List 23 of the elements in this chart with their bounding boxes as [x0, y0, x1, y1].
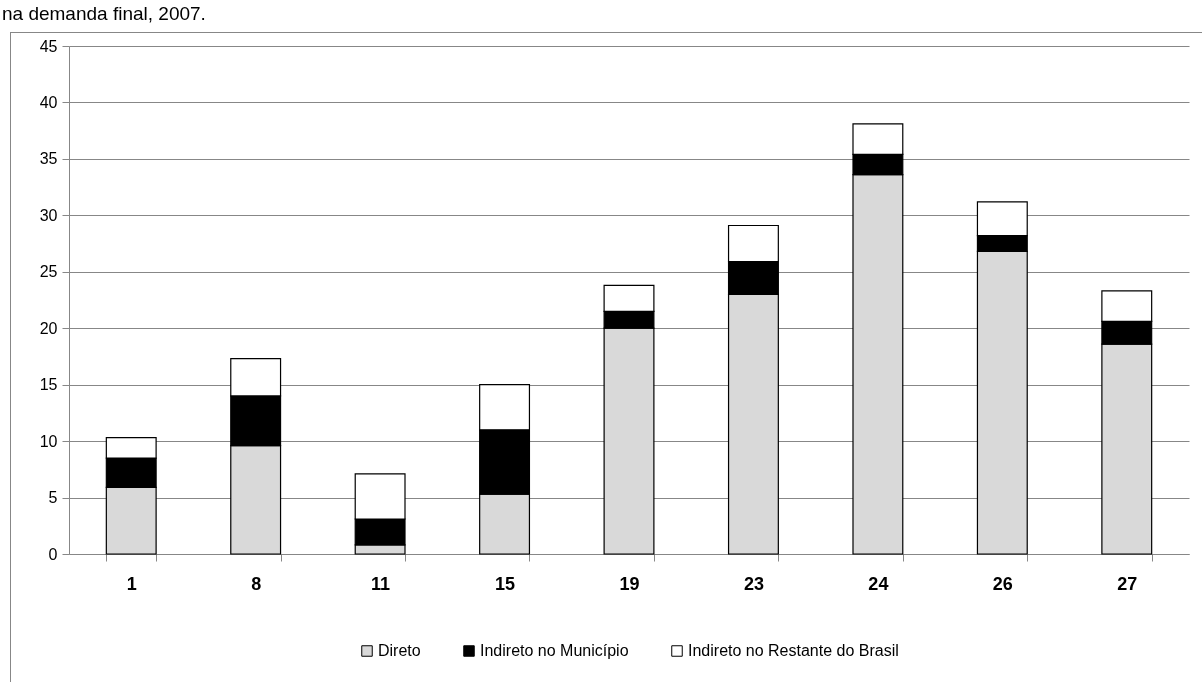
y-tick-label: 45: [39, 37, 58, 55]
x-tick-label: 1: [126, 573, 137, 594]
x-tick-label: 23: [743, 573, 764, 594]
legend-label: Indireto no Restante do Brasil: [688, 642, 899, 659]
y-tick-label: 35: [39, 150, 58, 168]
legend-label: Indireto no Município: [480, 642, 629, 659]
y-tick-label: 0: [48, 545, 58, 563]
y-tick-label: 30: [39, 206, 58, 224]
x-tick-label: 24: [868, 573, 889, 594]
x-tick-label: 27: [1117, 573, 1138, 594]
y-tick-label: 15: [39, 376, 58, 394]
x-tick-label: 11: [371, 573, 391, 594]
legend-label: Direto: [378, 642, 421, 659]
x-tick-label: 15: [495, 573, 516, 594]
y-tick-label: 25: [39, 263, 58, 281]
x-tick-label: 26: [992, 573, 1013, 594]
chart-title: na demanda final, 2007.: [2, 3, 206, 24]
x-tick-label: 8: [251, 573, 262, 594]
y-tick-label: 20: [39, 319, 58, 337]
y-tick-label: 5: [48, 489, 58, 507]
x-tick-label: 19: [619, 573, 640, 594]
y-tick-label: 10: [39, 432, 58, 450]
y-tick-label: 40: [39, 93, 58, 111]
